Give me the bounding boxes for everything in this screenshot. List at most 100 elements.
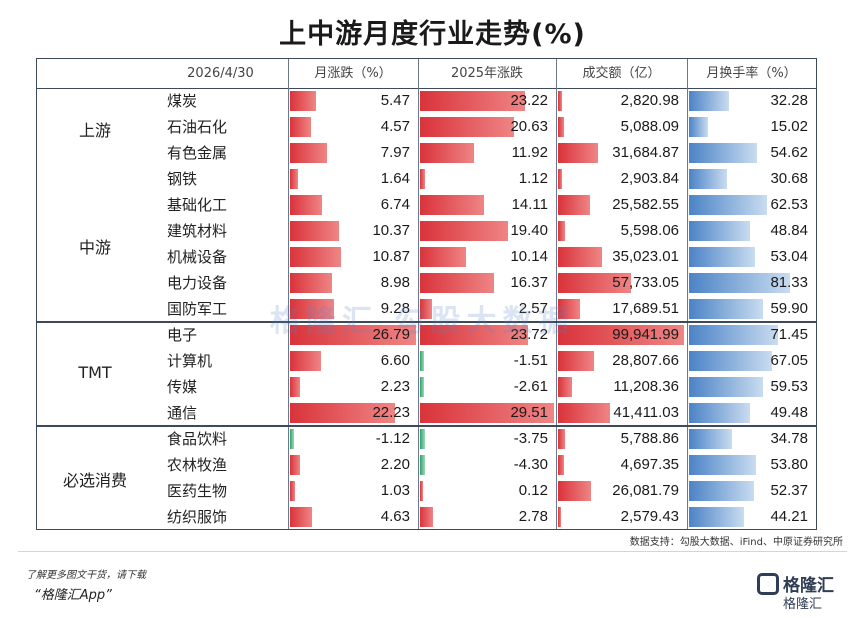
monthly-cell: 10.87 xyxy=(288,244,418,270)
monthly-value: 26.79 xyxy=(372,326,410,343)
rate-cell: 59.53 xyxy=(687,374,816,400)
monthly-cell: 10.37 xyxy=(288,218,418,244)
turnover-bar xyxy=(558,351,595,371)
table-row: 电子 26.79 23.72 99,941.99 71.45 xyxy=(153,322,816,348)
turnover-value: 57,733.05 xyxy=(612,274,679,291)
rate-value: 52.37 xyxy=(770,482,808,499)
monthly-bar xyxy=(290,429,294,449)
table-row: 石油石化 4.57 20.63 5,088.09 15.02 xyxy=(153,114,816,140)
industry-name: 食品饮料 xyxy=(167,430,228,448)
monthly-cell: 26.79 xyxy=(288,322,418,348)
turnover-cell: 17,689.51 xyxy=(556,296,687,322)
footer-app-name: “格隆汇App” xyxy=(34,588,112,603)
turnover-cell: 25,582.55 xyxy=(556,192,687,218)
turnover-cell: 2,820.98 xyxy=(556,88,687,114)
ytd-bar xyxy=(420,351,424,371)
monthly-cell: 7.97 xyxy=(288,140,418,166)
header-date: 2026/4/30 xyxy=(187,66,254,81)
turnover-cell: 57,733.05 xyxy=(556,270,687,296)
industry-name: 机械设备 xyxy=(167,248,228,266)
table-row: 钢铁 1.64 1.12 2,903.84 30.68 xyxy=(153,166,816,192)
turnover-value: 31,684.87 xyxy=(612,144,679,161)
turnover-bar xyxy=(558,377,573,397)
column-divider xyxy=(418,59,419,529)
turnover-bar xyxy=(558,117,565,137)
ytd-bar xyxy=(420,247,467,267)
header-turnover: 成交额（亿） xyxy=(582,66,661,81)
monthly-bar xyxy=(290,455,301,475)
ytd-cell: 19.40 xyxy=(418,218,556,244)
monthly-value: 9.28 xyxy=(380,300,410,317)
header-ytd-change: 2025年涨跌 xyxy=(450,66,524,81)
industry-table: 2026/4/30 月涨跌（%） 2025年涨跌 成交额（亿） 月换手率（%） … xyxy=(36,58,817,530)
rate-cell: 48.84 xyxy=(687,218,816,244)
rate-bar xyxy=(689,481,754,501)
ytd-bar xyxy=(420,377,424,397)
industry-name: 通信 xyxy=(167,404,198,422)
ytd-bar xyxy=(420,455,426,475)
monthly-value: 2.23 xyxy=(380,378,410,395)
ytd-value: -3.75 xyxy=(513,430,548,447)
ytd-cell: 23.22 xyxy=(418,88,556,114)
ytd-value: -1.51 xyxy=(513,352,548,369)
monthly-value: 1.64 xyxy=(380,170,410,187)
ytd-cell: 2.78 xyxy=(418,504,556,530)
turnover-value: 2,820.98 xyxy=(620,92,679,109)
ytd-bar xyxy=(420,221,509,241)
monthly-bar xyxy=(290,377,301,397)
turnover-value: 41,411.03 xyxy=(613,404,679,421)
turnover-cell: 28,807.66 xyxy=(556,348,687,374)
monthly-bar xyxy=(290,221,339,241)
industry-name: 纺织服饰 xyxy=(167,508,228,526)
rate-cell: 81.33 xyxy=(687,270,816,296)
rate-bar xyxy=(689,325,778,345)
ytd-value: 2.57 xyxy=(518,300,548,317)
monthly-value: 2.20 xyxy=(380,456,410,473)
ytd-value: 16.37 xyxy=(510,274,548,291)
turnover-bar xyxy=(558,91,562,111)
table-row: 计算机 6.60 -1.51 28,807.66 67.05 xyxy=(153,348,816,374)
ytd-value: 20.63 xyxy=(510,118,548,135)
turnover-value: 4,697.35 xyxy=(620,456,679,473)
turnover-cell: 4,697.35 xyxy=(556,452,687,478)
rate-bar xyxy=(689,429,733,449)
footer-divider xyxy=(18,551,847,552)
turnover-cell: 11,208.36 xyxy=(556,374,687,400)
footer-download-hint: 了解更多图文干货，请下载 xyxy=(26,570,146,581)
turnover-bar xyxy=(558,481,591,501)
ytd-bar xyxy=(420,325,528,345)
group-separator xyxy=(37,425,816,427)
monthly-bar xyxy=(290,117,312,137)
ytd-value: 29.51 xyxy=(510,404,548,421)
table-row: 机械设备 10.87 10.14 35,023.01 53.04 xyxy=(153,244,816,270)
rate-bar xyxy=(689,117,708,137)
turnover-bar xyxy=(558,195,591,215)
rate-bar xyxy=(689,377,763,397)
ytd-bar xyxy=(420,299,432,319)
monthly-bar xyxy=(290,403,395,423)
rate-value: 32.28 xyxy=(770,92,808,109)
rate-bar xyxy=(689,143,757,163)
turnover-bar xyxy=(558,273,631,293)
group-label-upstream: 上游 xyxy=(78,121,111,140)
turnover-bar xyxy=(558,247,603,267)
monthly-cell: 22.23 xyxy=(288,400,418,426)
monthly-bar xyxy=(290,169,298,189)
ytd-bar xyxy=(420,91,526,111)
monthly-value: 7.97 xyxy=(380,144,410,161)
turnover-bar xyxy=(558,299,581,319)
monthly-cell: 1.64 xyxy=(288,166,418,192)
turnover-value: 99,941.99 xyxy=(612,326,679,343)
rate-bar xyxy=(689,247,755,267)
group-separator xyxy=(37,321,816,323)
turnover-cell: 5,598.06 xyxy=(556,218,687,244)
ytd-cell: -4.30 xyxy=(418,452,556,478)
ytd-bar xyxy=(420,143,475,163)
turnover-cell: 5,788.86 xyxy=(556,426,687,452)
monthly-bar xyxy=(290,507,312,527)
turnover-cell: 26,081.79 xyxy=(556,478,687,504)
industry-name: 煤炭 xyxy=(167,92,198,110)
logo-text: 格隆汇 xyxy=(783,576,834,596)
industry-name: 电子 xyxy=(167,326,198,344)
monthly-value: 4.63 xyxy=(380,508,410,525)
